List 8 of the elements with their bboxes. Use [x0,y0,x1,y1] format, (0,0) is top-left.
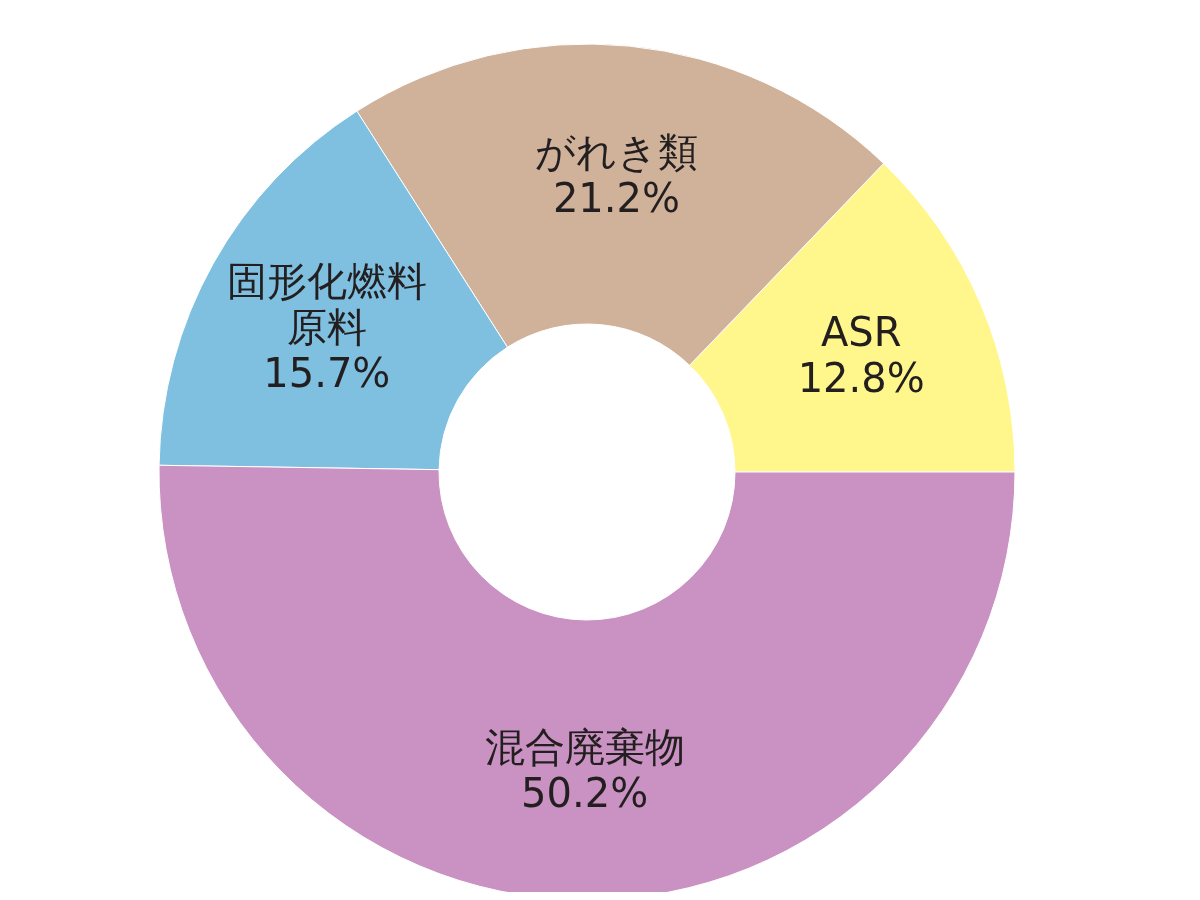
data-label: 12.8% [797,355,925,402]
slice-label: 混合廃棄物 [484,723,685,770]
data-label: 21.2% [552,175,681,222]
data-label: 15.7% [263,349,391,396]
slice-label: 固形化燃料原料 [226,257,427,350]
data-label: 50.2% [521,769,649,816]
slice-label: がれき類 [534,129,698,176]
slice-label: ASR [820,309,902,356]
